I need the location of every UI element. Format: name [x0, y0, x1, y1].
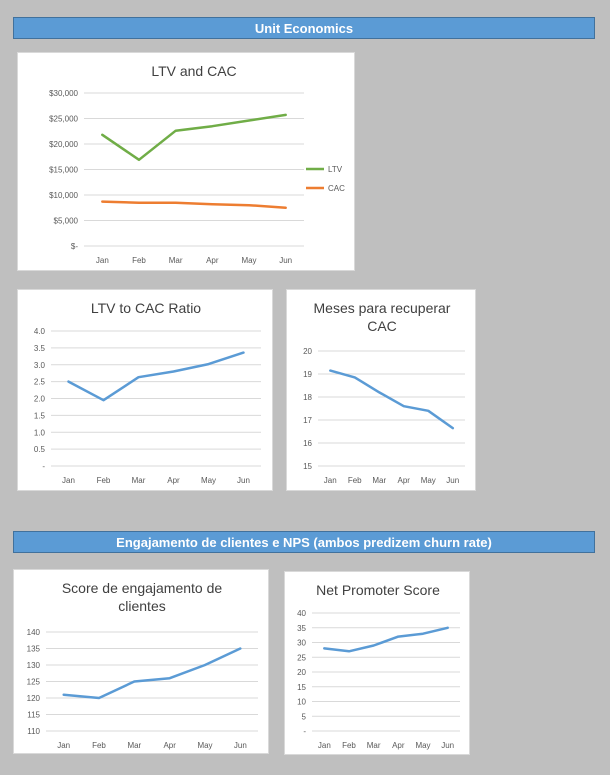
x-tick-label: Mar	[127, 741, 141, 750]
y-tick-label: $15,000	[49, 166, 78, 175]
x-tick-label: Jun	[441, 741, 454, 750]
y-tick-label: $-	[71, 242, 78, 251]
x-tick-label: Feb	[132, 256, 146, 265]
chart-title: LTV and CAC	[151, 63, 236, 79]
ltv-cac-chart-svg: LTV and CAC $- $5,000 $10,000 $15,000 $20,000…	[49, 63, 345, 265]
y-tick-label: 18	[303, 393, 312, 402]
y-tick-label: 19	[303, 370, 312, 379]
x-tick-label: May	[201, 476, 216, 485]
y-tick-label: 20	[303, 347, 312, 356]
x-tick-label: Mar	[372, 476, 386, 485]
y-tick-label: 35	[297, 624, 306, 633]
x-tick-label: Mar	[367, 741, 381, 750]
y-tick-label: 17	[303, 416, 312, 425]
unit-economics-title: Unit Economics	[254, 20, 354, 36]
y-tick-label: 15	[297, 683, 306, 692]
y-tick-label: 110	[27, 727, 40, 736]
y-tick-label: 125	[27, 678, 41, 687]
y-tick-label: $25,000	[49, 115, 78, 124]
nps-chart: Net Promoter Score - 5 10 15 20 25 30 35 40 Jan Feb…	[284, 571, 470, 755]
series-line-net-promoter-score	[323, 626, 449, 653]
x-tick-label: Jan	[324, 476, 337, 485]
chart-title: Score de engajamento de	[62, 580, 223, 596]
x-tick-label: Apr	[206, 256, 219, 265]
y-tick-label: 135	[27, 645, 41, 654]
legend-label: LTV	[328, 165, 343, 174]
y-tick-label: $10,000	[49, 191, 78, 200]
x-tick-label: Jun	[237, 476, 250, 485]
payback-months-chart-svg: Meses para recuperar CAC 15 16 17 18 19 20 Jan Fe…	[303, 300, 465, 485]
x-tick-label: Jan	[57, 741, 70, 750]
x-tick-label: Jun	[446, 476, 459, 485]
series-line-meses-para-recuperar-cac	[329, 369, 455, 430]
x-tick-label: Jan	[96, 256, 109, 265]
nps-chart-svg: Net Promoter Score - 5 10 15 20 25 30 35 40 Jan Feb…	[297, 582, 460, 750]
x-tick-label: Apr	[392, 741, 405, 750]
x-tick-label: Apr	[163, 741, 176, 750]
series-line-ltv	[101, 113, 287, 162]
x-tick-label: Apr	[167, 476, 180, 485]
chart-title: Net Promoter Score	[316, 582, 440, 598]
engagement-score-chart: Score de engajamento de clientes 110 115 120…	[13, 569, 269, 754]
x-tick-label: Feb	[97, 476, 111, 485]
y-tick-label: 120	[27, 694, 41, 703]
chart-title: Meses para recuperar	[314, 300, 451, 316]
legend-label: CAC	[328, 184, 345, 193]
x-tick-label: May	[241, 256, 256, 265]
y-tick-label: 30	[297, 639, 306, 648]
x-tick-label: May	[415, 741, 430, 750]
x-tick-label: Jun	[279, 256, 292, 265]
series-line-score-de-engajamento-de-clientes	[62, 647, 242, 700]
x-tick-label: Feb	[342, 741, 356, 750]
x-tick-label: May	[421, 476, 436, 485]
y-tick-label: 0.5	[34, 445, 46, 454]
y-tick-label: -	[42, 462, 45, 471]
series-line-cac	[101, 200, 287, 210]
ltv-cac-chart: LTV and CAC $- $5,000 $10,000 $15,000 $20,000…	[17, 52, 355, 271]
chart-title: LTV to CAC Ratio	[91, 300, 201, 316]
y-tick-label: 3.5	[34, 344, 46, 353]
x-tick-label: Jun	[234, 741, 247, 750]
y-tick-label: -	[303, 727, 306, 736]
y-tick-label: 10	[297, 698, 306, 707]
ltv-cac-ratio-chart: LTV to CAC Ratio - 0.5 1.0 1.5 2.0 2.5 3.0 3.5 4.…	[17, 289, 273, 491]
engagement-score-chart-svg: Score de engajamento de clientes 110 115 120…	[27, 580, 258, 750]
y-tick-label: 2.5	[34, 378, 46, 387]
x-tick-label: Jan	[318, 741, 331, 750]
payback-months-chart: Meses para recuperar CAC 15 16 17 18 19 20 Jan Fe…	[286, 289, 476, 491]
x-tick-label: Apr	[398, 476, 411, 485]
y-tick-label: 115	[27, 711, 40, 720]
x-tick-label: Mar	[169, 256, 183, 265]
unit-economics-header: Unit Economics	[13, 17, 595, 39]
y-tick-label: 2.0	[34, 395, 46, 404]
y-tick-label: 15	[303, 462, 312, 471]
chart-title: CAC	[367, 318, 397, 334]
y-tick-label: 20	[297, 668, 306, 677]
engagement-nps-header: Engajamento de clientes e NPS (ambos pre…	[13, 531, 595, 553]
x-tick-label: Feb	[92, 741, 106, 750]
series-line-ltv-to-cac-ratio	[67, 351, 245, 402]
y-tick-label: 3.0	[34, 361, 46, 370]
y-tick-label: 16	[303, 439, 312, 448]
y-tick-label: 140	[27, 628, 41, 637]
y-tick-label: $30,000	[49, 89, 78, 98]
ltv-cac-ratio-chart-svg: LTV to CAC Ratio - 0.5 1.0 1.5 2.0 2.5 3.0 3.5 4.…	[34, 300, 261, 485]
y-tick-label: 5	[302, 712, 307, 721]
y-tick-label: 1.0	[34, 428, 46, 437]
y-tick-label: 1.5	[34, 411, 46, 420]
engagement-nps-title: Engajamento de clientes e NPS (ambos pre…	[116, 534, 492, 550]
y-tick-label: 130	[27, 661, 41, 670]
y-tick-label: 25	[297, 653, 306, 662]
chart-title: clientes	[118, 598, 165, 614]
x-tick-label: Jan	[62, 476, 75, 485]
x-tick-label: Feb	[348, 476, 362, 485]
y-tick-label: $5,000	[54, 217, 79, 226]
y-tick-label: 4.0	[34, 327, 46, 336]
y-tick-label: $20,000	[49, 140, 78, 149]
x-tick-label: Mar	[132, 476, 146, 485]
x-tick-label: May	[197, 741, 212, 750]
y-tick-label: 40	[297, 609, 306, 618]
